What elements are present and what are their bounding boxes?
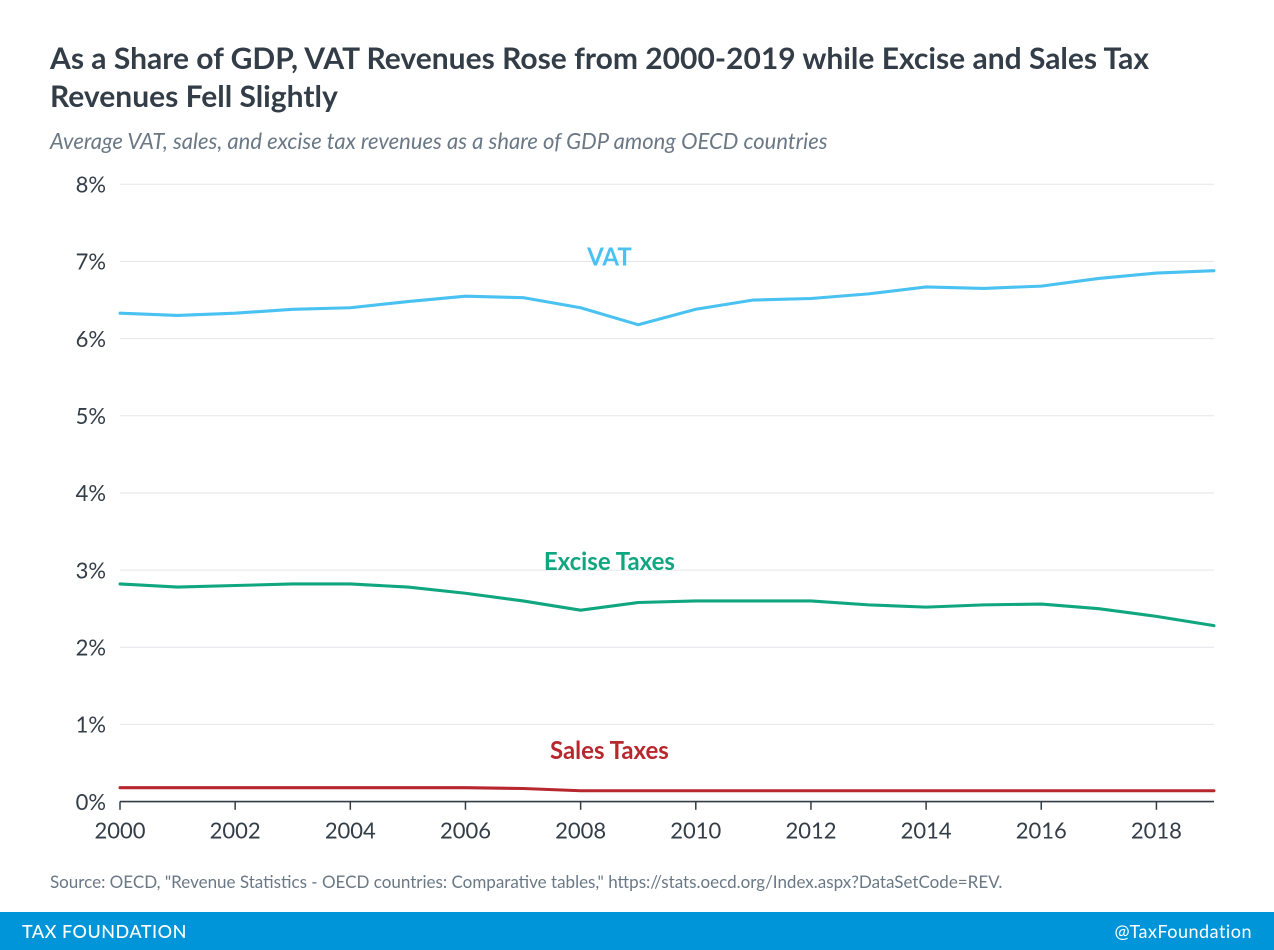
y-tick-label: 4%: [76, 479, 106, 506]
y-tick-label: 8%: [76, 174, 106, 198]
y-tick-label: 1%: [76, 710, 106, 737]
series-label-vat: VAT: [586, 242, 632, 271]
x-tick-label: 2002: [210, 816, 261, 843]
chart-source: Source: OECD, "Revenue Statistics - OECD…: [50, 871, 1224, 892]
x-tick-label: 2014: [901, 816, 952, 843]
chart-subtitle: Average VAT, sales, and excise tax reven…: [50, 127, 1224, 154]
x-tick-label: 2006: [440, 816, 491, 843]
series-line-vat: [120, 271, 1214, 325]
series-line-excise-taxes: [120, 584, 1214, 626]
y-tick-label: 6%: [76, 325, 106, 352]
x-tick-label: 2010: [670, 816, 721, 843]
chart-title: As a Share of GDP, VAT Revenues Rose fro…: [50, 40, 1224, 115]
series-line-sales-taxes: [120, 788, 1214, 791]
y-tick-label: 0%: [76, 787, 106, 814]
x-tick-label: 2012: [785, 816, 836, 843]
y-tick-label: 2%: [76, 633, 106, 660]
chart-plot-area: 0% 1% 2% 3% 4% 5% 6% 7% 8% 2000 2002 2004 2006 2008 20…: [50, 174, 1224, 853]
x-tick-label: 2008: [555, 816, 606, 843]
y-tick-label: 3%: [76, 556, 106, 583]
footer-brand: TAX FOUNDATION: [22, 920, 187, 942]
x-tick-label: 2016: [1016, 816, 1067, 843]
y-tick-label: 7%: [76, 247, 106, 274]
chart-container: As a Share of GDP, VAT Revenues Rose fro…: [0, 0, 1274, 912]
line-chart-svg: 0% 1% 2% 3% 4% 5% 6% 7% 8% 2000 2002 2004 2006 2008 20…: [50, 174, 1224, 853]
x-tick-label: 2000: [95, 816, 146, 843]
x-tick-label: 2018: [1131, 816, 1182, 843]
series-label-excise-taxes: Excise Taxes: [544, 547, 675, 576]
footer-handle: @TaxFoundation: [1114, 920, 1252, 942]
series-label-sales-taxes: Sales Taxes: [550, 736, 669, 765]
footer-bar: TAX FOUNDATION @TaxFoundation: [0, 912, 1274, 950]
x-tick-label: 2004: [325, 816, 376, 843]
y-tick-label: 5%: [76, 402, 106, 429]
